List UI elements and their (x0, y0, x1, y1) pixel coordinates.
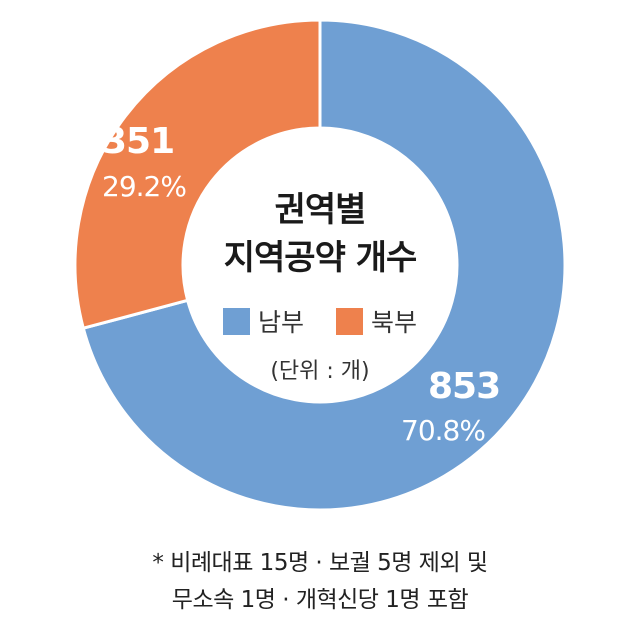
data-label-south-percent: 70.8% (401, 414, 486, 447)
legend-label-south: 남부 (258, 308, 305, 337)
donut-slice-south (81, 18, 567, 512)
donut-slice-north (73, 18, 322, 331)
legend-swatch-north (335, 307, 363, 335)
data-label-north-percent: 29.2% (102, 170, 187, 203)
legend: 남부 북부 (0, 303, 640, 341)
footnote-line2: 무소속 1명 · 개혁신당 1명 포함 (171, 587, 469, 613)
legend-swatch-south (223, 307, 250, 335)
unit-label: (단위 : 개) (270, 359, 370, 384)
data-label-south-value: 853 (428, 366, 501, 407)
legend-item-north: 북부 (335, 303, 417, 339)
chart-title-line1: 권역별 (274, 190, 367, 230)
chart-title-line2: 지역공약 개수 (223, 238, 418, 278)
legend-item-south: 남부 (223, 303, 304, 339)
footnote-line1: * 비례대표 15명 · 보궐 5명 제외 및 (152, 550, 488, 576)
legend-label-north: 북부 (370, 308, 417, 337)
data-label-north-value: 351 (102, 121, 175, 162)
